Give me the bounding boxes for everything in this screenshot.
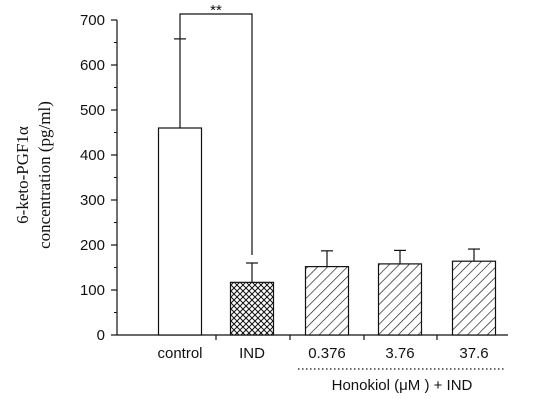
y-tick-label: 400 <box>80 147 105 164</box>
y-tick-label: 0 <box>97 327 105 344</box>
bar <box>157 127 203 336</box>
y-tick-label: 500 <box>80 102 105 119</box>
significance-bracket <box>179 13 253 255</box>
bars <box>157 38 497 336</box>
axes: 0 100 200 300 400 500 600 700 control IND 0.376 3.7… <box>80 12 508 362</box>
y-tick-label: 200 <box>80 237 105 254</box>
y-axis-label-line2: concentration (pg/ml) <box>35 101 54 249</box>
y-tick-label: 300 <box>80 192 105 209</box>
x-category-label: control <box>157 345 202 362</box>
y-axis-label-line1: 6-keto-PGF1α <box>13 126 32 224</box>
bar <box>451 260 497 336</box>
y-tick-label: 600 <box>80 57 105 74</box>
y-tick-label: 700 <box>80 12 105 29</box>
bar <box>377 263 423 336</box>
annotations: ** <box>179 2 505 370</box>
x-category-label: 0.376 <box>308 345 346 362</box>
x-category-label: IND <box>239 345 265 362</box>
significance-label: ** <box>210 2 222 19</box>
x-category-label: 3.76 <box>385 345 414 362</box>
group-label: Honokiol (μM ) + IND <box>332 377 473 394</box>
bar <box>304 266 350 336</box>
bar <box>229 281 275 336</box>
y-tick-label: 100 <box>80 282 105 299</box>
x-category-label: 37.6 <box>459 345 488 362</box>
